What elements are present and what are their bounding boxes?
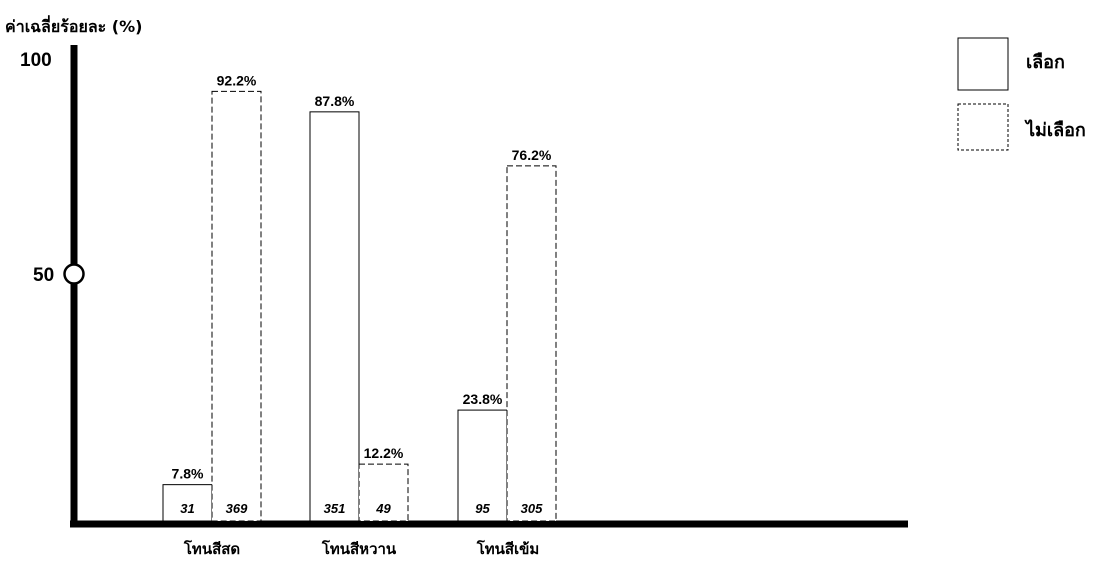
bar-selected-sweet bbox=[309, 111, 360, 522]
count-label-not-selected-sweet: 49 bbox=[375, 501, 391, 516]
value-label-not-selected-dark: 76.2% bbox=[512, 147, 552, 163]
y-tick-label-50: 50 bbox=[33, 265, 54, 286]
legend-label-selected: เลือก bbox=[1026, 52, 1065, 73]
bar-selected-dark bbox=[457, 409, 508, 522]
value-label-selected-sweet: 87.8% bbox=[315, 93, 355, 109]
category-label-dark: โทนสีเข้ม bbox=[476, 539, 540, 558]
value-label-not-selected-bright: 92.2% bbox=[217, 72, 257, 88]
bars-layer: 7.8% 31 87.8% 351 23.8% 95 92.2% 369 12.2% 49 76.2… bbox=[162, 72, 557, 522]
category-label-sweet: โทนสีหวาน bbox=[321, 539, 397, 558]
y-axis-midpoint-marker bbox=[63, 263, 85, 285]
count-label-not-selected-dark: 305 bbox=[521, 501, 543, 516]
axes bbox=[63, 45, 908, 528]
value-label-selected-dark: 23.8% bbox=[463, 391, 503, 407]
count-label-selected-sweet: 351 bbox=[324, 501, 346, 516]
value-label-not-selected-sweet: 12.2% bbox=[364, 445, 404, 461]
legend-swatch-selected bbox=[957, 37, 1009, 91]
y-axis-label: ค่าเฉลี่ยร้อยละ (%) bbox=[5, 15, 142, 36]
legend: เลือก ไม่เลือก bbox=[957, 37, 1086, 151]
legend-label-not-selected: ไม่เลือก bbox=[1024, 119, 1086, 141]
legend-swatch-not-selected bbox=[957, 103, 1009, 151]
bar-selected-bright bbox=[162, 484, 213, 522]
bar-not-selected-bright bbox=[211, 90, 262, 522]
bar-not-selected-sweet bbox=[358, 463, 409, 522]
bar-not-selected-dark bbox=[506, 165, 557, 522]
value-label-selected-bright: 7.8% bbox=[172, 466, 204, 482]
count-label-selected-dark: 95 bbox=[475, 501, 490, 516]
y-tick-label-100: 100 bbox=[20, 50, 52, 71]
category-label-bright: โทนสีสด bbox=[183, 539, 240, 558]
count-label-not-selected-bright: 369 bbox=[226, 501, 248, 516]
count-label-selected-bright: 31 bbox=[180, 501, 194, 516]
